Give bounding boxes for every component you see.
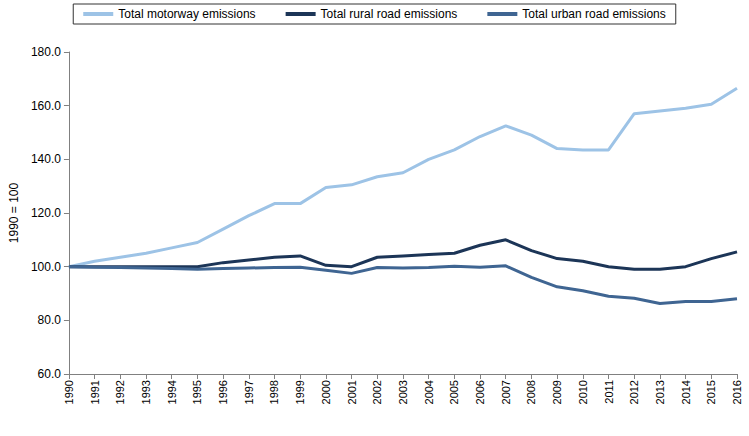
svg-text:100.0: 100.0 <box>31 260 61 274</box>
svg-text:1990 = 100: 1990 = 100 <box>7 182 21 243</box>
svg-text:2005: 2005 <box>448 380 460 404</box>
svg-text:1996: 1996 <box>217 380 229 404</box>
svg-text:1993: 1993 <box>140 380 152 404</box>
svg-text:180.0: 180.0 <box>31 45 61 59</box>
svg-text:1994: 1994 <box>166 380 178 404</box>
svg-text:1997: 1997 <box>243 380 255 404</box>
svg-text:2002: 2002 <box>371 380 383 404</box>
svg-text:1995: 1995 <box>191 380 203 404</box>
svg-text:2001: 2001 <box>346 380 358 404</box>
svg-text:2012: 2012 <box>628 380 640 404</box>
svg-text:Total motorway emissions: Total motorway emissions <box>118 7 255 21</box>
svg-text:160.0: 160.0 <box>31 99 61 113</box>
svg-text:1998: 1998 <box>268 380 280 404</box>
svg-text:80.0: 80.0 <box>38 313 62 327</box>
svg-text:120.0: 120.0 <box>31 206 61 220</box>
svg-text:2003: 2003 <box>397 380 409 404</box>
svg-text:2006: 2006 <box>474 380 486 404</box>
svg-text:140.0: 140.0 <box>31 152 61 166</box>
svg-text:2015: 2015 <box>705 380 717 404</box>
svg-text:2000: 2000 <box>320 380 332 404</box>
svg-text:2007: 2007 <box>500 380 512 404</box>
svg-text:1999: 1999 <box>294 380 306 404</box>
svg-text:Total rural road emissions: Total rural road emissions <box>321 7 458 21</box>
svg-text:1990: 1990 <box>63 380 75 404</box>
svg-text:Total urban road emissions: Total urban road emissions <box>522 7 665 21</box>
svg-text:2014: 2014 <box>680 380 692 404</box>
svg-text:2009: 2009 <box>551 380 563 404</box>
svg-text:2004: 2004 <box>423 380 435 404</box>
svg-text:2008: 2008 <box>525 380 537 404</box>
svg-text:60.0: 60.0 <box>38 367 62 381</box>
svg-text:2010: 2010 <box>577 380 589 404</box>
svg-text:1991: 1991 <box>89 380 101 404</box>
svg-text:2011: 2011 <box>603 380 615 404</box>
svg-text:2013: 2013 <box>654 380 666 404</box>
svg-text:2016: 2016 <box>731 380 743 404</box>
svg-text:1992: 1992 <box>114 380 126 404</box>
